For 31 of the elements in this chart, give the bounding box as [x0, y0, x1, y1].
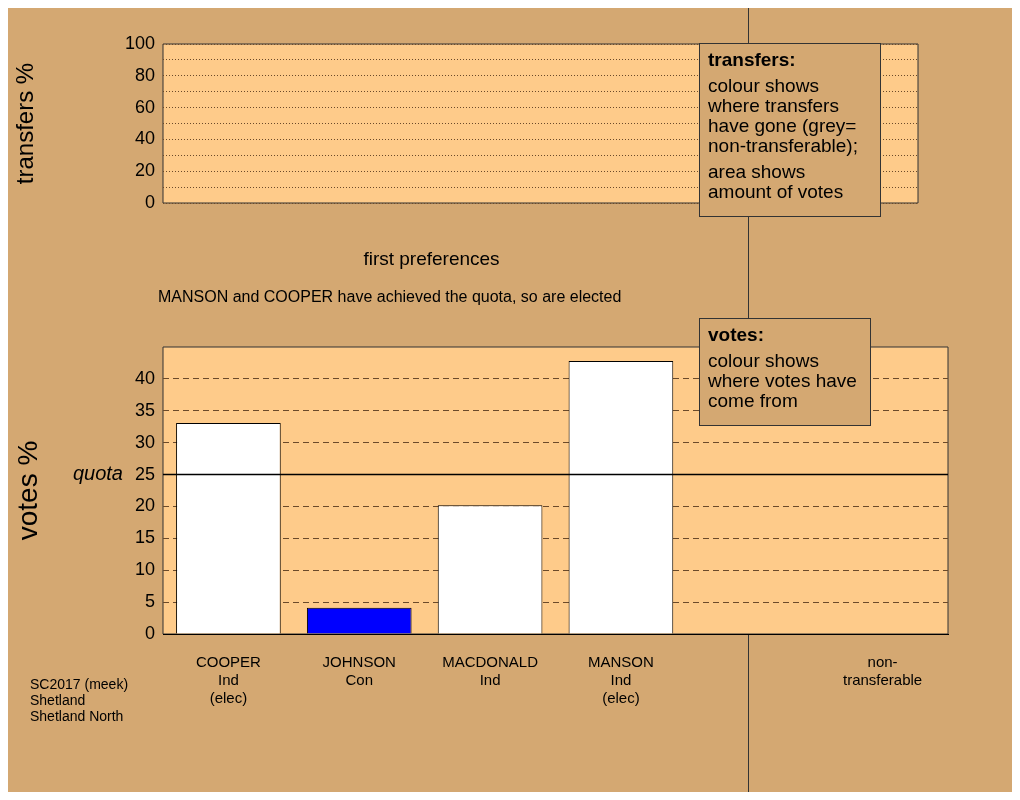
annotation: colour shows where transfers have gone (grey= non-transferable);	[708, 75, 859, 156]
x-tick-label: MANSON Ind (elec)	[587, 653, 654, 707]
x-tick-label: non- transferable	[842, 653, 923, 689]
y-tick-label: 15	[134, 527, 155, 548]
y-tick-label: 40	[134, 128, 155, 149]
chart-title: MANSON and COOPER have achieved the quota, so are elected	[158, 288, 622, 306]
y-tick-label: 10	[134, 559, 155, 580]
x-tick-label: JOHNSON Con	[322, 653, 396, 689]
annotation: area shows amount of votes	[708, 161, 845, 202]
y-tick-label: 0	[144, 622, 155, 643]
ref-line-label: quota	[72, 462, 123, 485]
y-tick-label: 80	[134, 64, 155, 85]
text: votes:	[708, 324, 765, 345]
y-tick-label: 5	[144, 591, 155, 612]
x-axis-title: first preferences	[362, 248, 501, 270]
text: SC2017 (meek) Shetland Shetland North	[30, 676, 129, 724]
y-tick-label: 20	[134, 495, 155, 516]
y-axis-title: votes %	[11, 440, 43, 541]
x-tick-label: MACDONALD Ind	[442, 653, 539, 689]
y-tick-label: 35	[134, 399, 155, 420]
y-axis-title: transfers %	[11, 62, 39, 185]
annotation: transfers:	[708, 49, 797, 70]
y-tick-label: 30	[134, 431, 155, 452]
y-tick-label: 40	[134, 367, 155, 388]
annotation: colour shows where votes have come from	[708, 350, 858, 411]
x-tick-label: COOPER Ind (elec)	[195, 653, 262, 707]
y-tick-label: 25	[134, 463, 155, 484]
y-tick-label: 100	[124, 32, 155, 53]
y-tick-label: 0	[144, 191, 155, 212]
y-tick-label: 20	[134, 160, 155, 181]
y-tick-label: 60	[134, 96, 155, 117]
